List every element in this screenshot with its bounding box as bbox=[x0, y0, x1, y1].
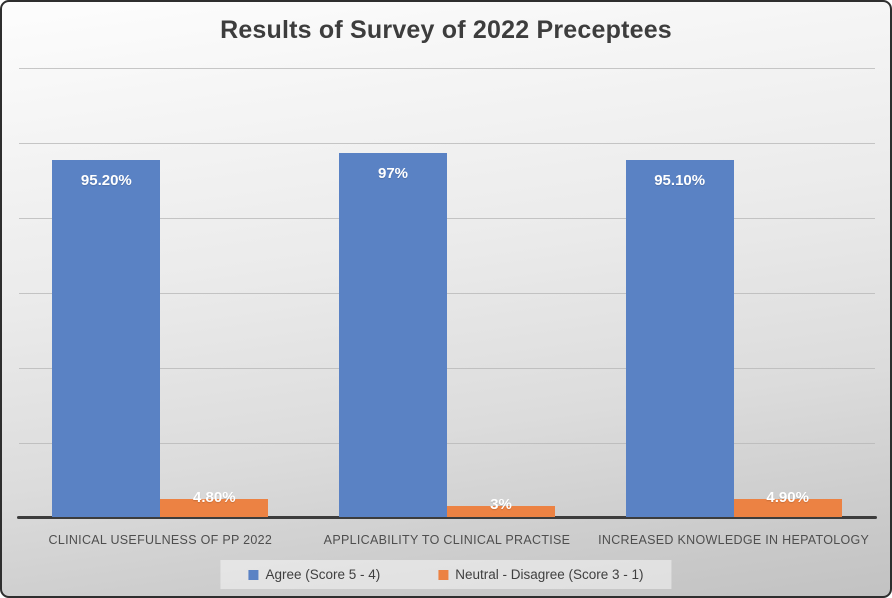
category-label-2: APPLICABILITY TO CLINICAL PRACTISE bbox=[323, 533, 571, 547]
category-label-1: CLINICAL USEFULNESS OF PP 2022 bbox=[48, 533, 273, 547]
bar-value-label: 95.20% bbox=[80, 172, 132, 189]
bar-value-label: 95.10% bbox=[654, 172, 706, 190]
bar-neutral-1 bbox=[160, 499, 269, 517]
chart-legend: Agree (Score 5 - 4) Neutral - Disagree (… bbox=[220, 560, 672, 589]
gridline-80pct bbox=[19, 218, 875, 219]
gridline-20pct bbox=[19, 443, 875, 444]
gridline-40pct bbox=[19, 368, 875, 369]
legend-swatch-agree-icon bbox=[248, 569, 259, 580]
legend-swatch-neutral-icon bbox=[438, 569, 449, 580]
plot-area: 95.20% 4.80% 97% 3% 95.10% 4.90% bbox=[17, 68, 877, 519]
gridline-100pct bbox=[19, 143, 875, 144]
x-axis-baseline bbox=[17, 516, 877, 519]
bar-agree-3 bbox=[625, 160, 734, 517]
bar-agree-2 bbox=[339, 153, 447, 517]
bar-value-label: 4.80% bbox=[193, 489, 236, 506]
bar-agree-1 bbox=[52, 160, 161, 517]
bar-neutral-3 bbox=[733, 498, 842, 517]
legend-label-agree: Agree (Score 5 - 4) bbox=[265, 567, 381, 582]
bar-value-label: 3% bbox=[490, 495, 512, 513]
gridline-60pct bbox=[19, 293, 875, 294]
category-label-3: INCREASED KNOWLEDGE IN HEPATOLOGY bbox=[598, 533, 870, 547]
chart-title: Results of Survey of 2022 Preceptees bbox=[220, 16, 672, 44]
bar-value-label: 97% bbox=[377, 165, 409, 183]
legend-item-neutral-disagree: Neutral - Disagree (Score 3 - 1) bbox=[438, 567, 644, 582]
x-axis-category-labels: CLINICAL USEFULNESS OF PP 2022 APPLICABIL… bbox=[2, 533, 890, 555]
bar-neutral-2 bbox=[447, 505, 555, 517]
legend-item-agree: Agree (Score 5 - 4) bbox=[248, 567, 380, 582]
legend-label-neutral-disagree: Neutral - Disagree (Score 3 - 1) bbox=[455, 567, 644, 582]
bar-value-label: 4.90% bbox=[766, 488, 809, 506]
gridline-120pct bbox=[19, 68, 875, 69]
